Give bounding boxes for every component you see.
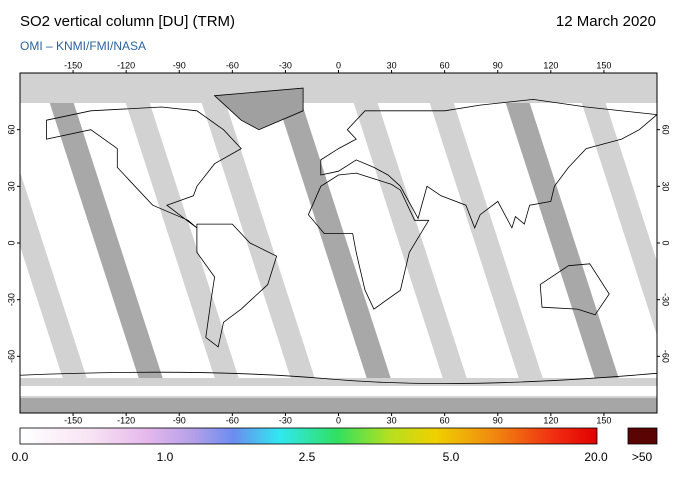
lon-label-bottom: 150: [596, 415, 611, 425]
lon-label-top: -30: [279, 60, 292, 70]
lat-label-right: -60: [661, 350, 671, 363]
colorbar-label: 5.0: [443, 450, 460, 464]
colorbar-label: 1.0: [157, 450, 174, 464]
lat-label-right: 30: [661, 181, 671, 191]
lon-label-bottom: 120: [543, 415, 558, 425]
greenland: [213, 87, 304, 131]
lon-label-bottom: 30: [387, 415, 397, 425]
lat-label-left: -30: [6, 293, 16, 306]
orbit-gap: [20, 171, 98, 413]
lon-label-bottom: 90: [493, 415, 503, 425]
orbit-gap: [344, 73, 478, 413]
colorbar-label: 20.0: [584, 450, 608, 464]
lat-label-left: 60: [6, 125, 16, 135]
lon-label-top: 90: [493, 60, 503, 70]
polar-north: [20, 73, 657, 103]
coastlines: [20, 87, 657, 384]
colorbar-labels: 0.0 1.0 2.5 5.0 20.0 >50: [12, 450, 653, 464]
lon-label-top: -120: [117, 60, 135, 70]
lon-label-bottom: 60: [440, 415, 450, 425]
continent: [196, 223, 278, 348]
orbit-gap: [116, 73, 250, 413]
continent: [307, 172, 430, 310]
continent: [539, 263, 610, 316]
orbit-gap: [40, 73, 174, 413]
lon-label-top: -150: [64, 60, 82, 70]
map-area: [20, 73, 657, 413]
colorbar-label: >50: [632, 450, 653, 464]
antarctic-data: [20, 386, 657, 396]
lon-label-top: 150: [596, 60, 611, 70]
lon-label-top: -90: [173, 60, 186, 70]
colorbar-overflow: [627, 427, 658, 445]
lon-label-top: 120: [543, 60, 558, 70]
ticks: -150 -150 -120 -120 -90 -90 -60 -60 -30 -30 0 0 30 30…: [6, 60, 670, 425]
lon-label-bottom: -90: [173, 415, 186, 425]
colorbar-label: 2.5: [299, 450, 316, 464]
lon-label-bottom: 0: [336, 415, 341, 425]
lon-label-bottom: -120: [117, 415, 135, 425]
lon-label-top: 0: [336, 60, 341, 70]
continent: [320, 98, 657, 229]
lon-label-top: -60: [226, 60, 239, 70]
orbit-gap: [572, 73, 657, 336]
orbit-gap: [420, 73, 554, 413]
date: 12 March 2020: [556, 13, 656, 30]
continent: [46, 106, 242, 229]
colorbar-label: 0.0: [12, 450, 29, 464]
orbit-gaps: [20, 73, 657, 413]
antarctica-coast: [20, 371, 657, 384]
lat-label-right: 0: [661, 240, 671, 245]
title: SO2 vertical column [DU] (TRM): [20, 13, 235, 30]
lat-label-right: 60: [661, 125, 671, 135]
lon-label-bottom: -30: [279, 415, 292, 425]
source: OMI – KNMI/FMI/NASA: [20, 39, 146, 53]
lat-label-left: -60: [6, 350, 16, 363]
lat-label-left: 0: [6, 240, 16, 245]
lon-label-top: 30: [387, 60, 397, 70]
lon-label-bottom: -60: [226, 415, 239, 425]
orbit-gap: [192, 73, 326, 413]
lat-label-left: 30: [6, 181, 16, 191]
colorbar: [19, 427, 598, 445]
lon-label-top: 60: [440, 60, 450, 70]
orbit-gap: [268, 73, 402, 413]
lon-label-bottom: -150: [64, 415, 82, 425]
orbit-gap: [496, 73, 630, 413]
lat-label-right: -30: [661, 293, 671, 306]
antarctic-land: [20, 398, 657, 413]
